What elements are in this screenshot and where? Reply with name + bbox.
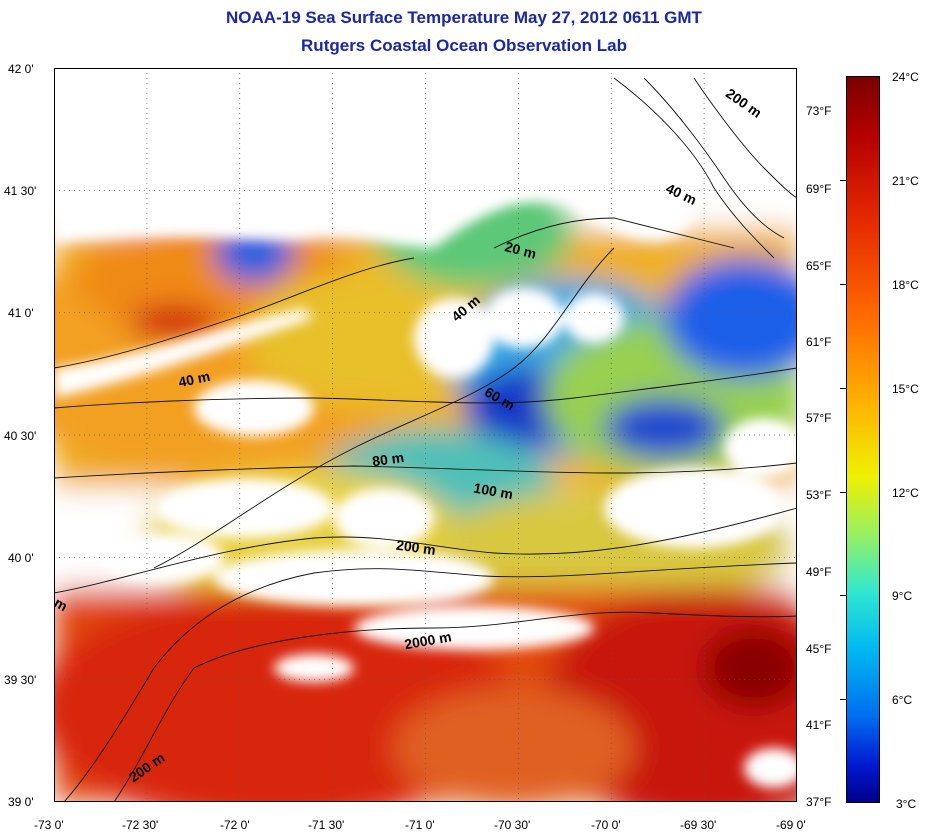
lat-tick-label: 39 0' [8,795,34,809]
lat-tick-label: 40 0' [8,551,34,565]
lat-tick-label: 42 0' [8,62,34,76]
colorbar-label: 12°C [892,486,919,500]
colorbar-label: 9°C [892,589,913,603]
colorbar-label: 24°C [892,70,919,84]
lon-tick-label: -71 30' [308,818,345,832]
colorbar-label: 3°C [896,797,917,811]
sst-map: 200 m 40 m 20 m 40 m 40 m 60 m 80 m 100 … [54,68,797,802]
title-line-1: NOAA-19 Sea Surface Temperature May 27, … [226,8,702,27]
fahrenheit-tick-label: 49°F [806,565,832,579]
contour-label: 200 m [395,537,437,558]
lat-tick-label: 39 30' [4,673,37,687]
contour-label: 80 m [371,449,405,469]
sst-field: 200 m 40 m 20 m 40 m 40 m 60 m 80 m 100 … [54,68,797,802]
fahrenheit-tick-label: 57°F [806,411,832,425]
lon-tick-label: -69 0' [776,818,806,832]
fahrenheit-tick-label: 45°F [806,642,832,656]
lon-tick-label: -70 0' [591,818,621,832]
fahrenheit-tick-label: 41°F [806,718,832,732]
contour-label: 100 m [472,480,514,503]
lon-tick-label: -71 0' [405,818,435,832]
fahrenheit-tick-label: 69°F [806,182,832,196]
fahrenheit-tick-label: 61°F [806,335,832,349]
colorbar-tick [840,284,846,285]
colorbar-label: 15°C [892,382,919,396]
colorbar-label: 18°C [892,278,919,292]
temperature-colorbar [846,76,880,803]
fahrenheit-tick-label: 53°F [806,488,832,502]
colorbar-tick [840,388,846,389]
fahrenheit-tick-label: 37°F [806,795,832,809]
contour-label: 20 m [503,238,538,262]
colorbar-label: 6°C [892,693,913,707]
lon-tick-label: -69 30' [680,818,717,832]
contour-label: 40 m [177,368,212,390]
colorbar-tick [840,699,846,700]
colorbar-label: 21°C [892,174,919,188]
lon-tick-label: -72 0' [220,818,250,832]
lat-tick-label: 41 0' [8,306,34,320]
lat-tick-label: 40 30' [4,429,37,443]
lon-tick-label: -73 0' [34,818,64,832]
fahrenheit-tick-label: 73°F [806,104,832,118]
colorbar-tick [840,595,846,596]
lon-tick-label: -72 30' [122,818,159,832]
lon-tick-label: -70 30' [494,818,531,832]
colorbar-tick [840,180,846,181]
colorbar-tick [840,492,846,493]
title-line-2: Rutgers Coastal Ocean Observation Lab [301,36,627,55]
lat-tick-label: 41 30' [4,184,37,198]
fahrenheit-tick-label: 65°F [806,259,832,273]
